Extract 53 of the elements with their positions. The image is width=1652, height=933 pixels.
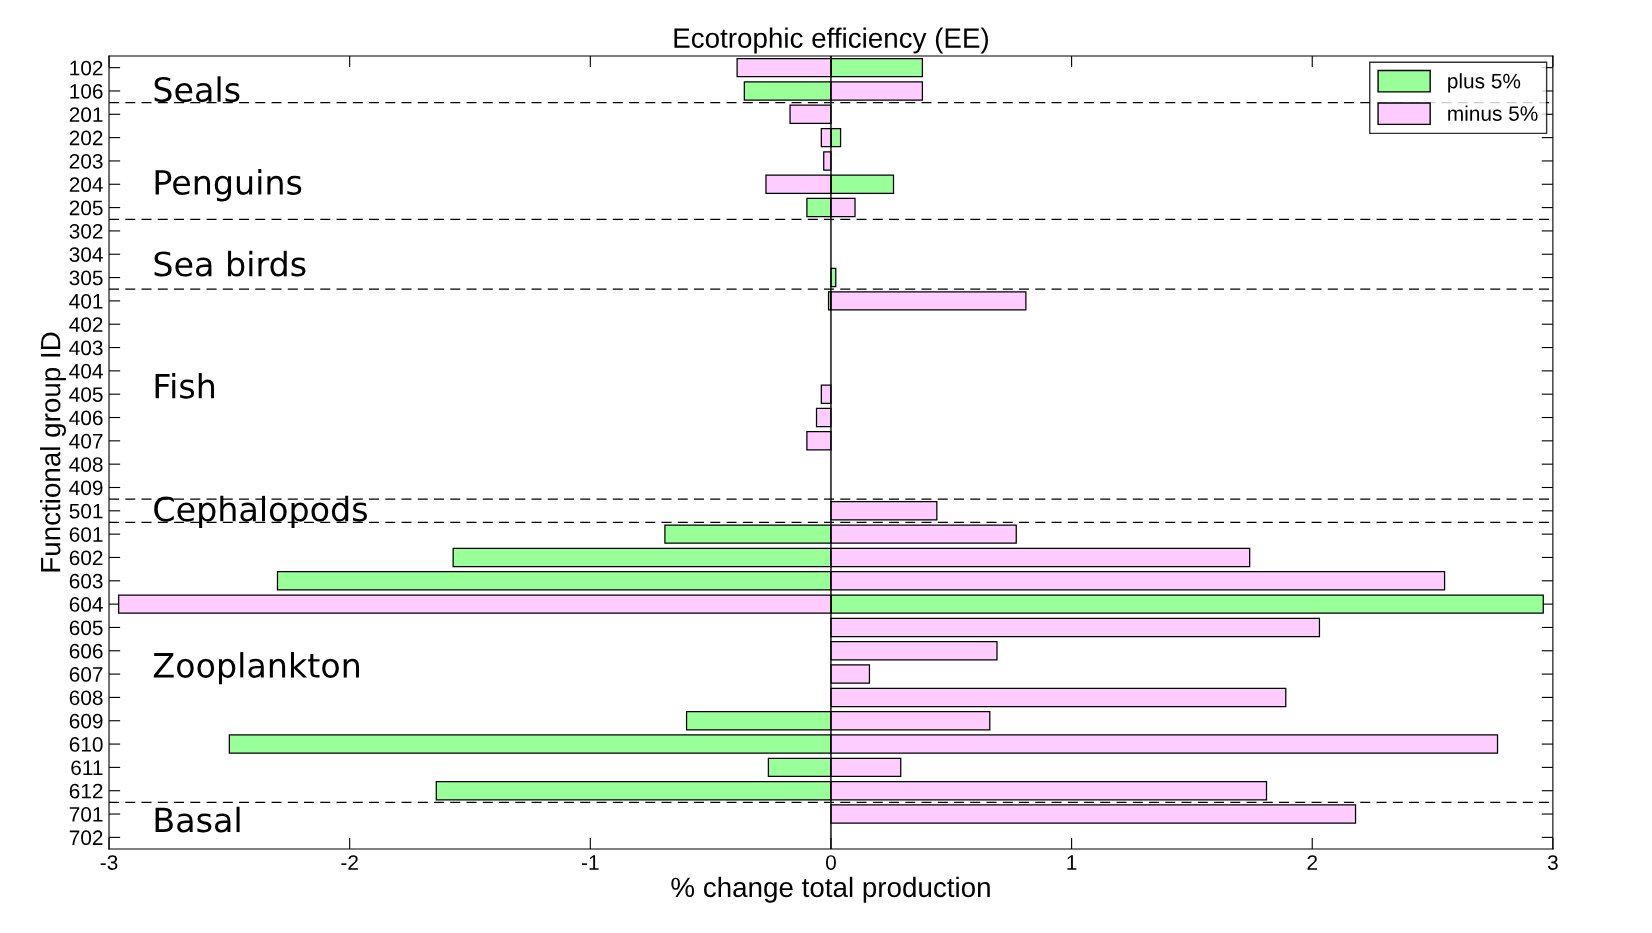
y-tick-label: 102 xyxy=(70,60,103,76)
y-tick-label: 612 xyxy=(69,783,103,799)
chart-title: Ecotrophic efficiency (EE) xyxy=(674,27,989,54)
y-tick-label: 106 xyxy=(70,83,103,99)
y-tick-label: 404 xyxy=(69,363,103,379)
y-tick-label: 202 xyxy=(69,130,103,146)
x-tick-label: 1 xyxy=(1067,855,1077,870)
y-tick-label: 609 xyxy=(69,713,103,729)
legend-label: plus 5% xyxy=(1448,73,1521,93)
y-tick-label: 606 xyxy=(69,643,103,659)
y-tick-label: 501 xyxy=(69,503,103,519)
y-tick-label: 611 xyxy=(71,760,103,776)
y-tick-label: 401 xyxy=(69,293,103,309)
x-axis-title: % change total production xyxy=(671,876,990,903)
y-tick-label: 201 xyxy=(69,107,103,123)
y-tick-label: 608 xyxy=(69,690,103,706)
x-tick-label: 2 xyxy=(1307,855,1317,870)
y-tick-label: 304 xyxy=(69,247,103,262)
y-tick-label: 408 xyxy=(69,457,103,472)
y-tick-label: 205 xyxy=(69,200,103,216)
y-tick-label: 204 xyxy=(69,177,103,193)
annotation: Zooplankton xyxy=(153,652,360,685)
y-tick-label: 407 xyxy=(69,433,103,449)
x-tick-label: -1 xyxy=(581,855,599,870)
y-tick-label: 302 xyxy=(69,223,103,239)
y-tick-label: 604 xyxy=(69,597,103,612)
annotation: Cephalopods xyxy=(154,495,367,529)
y-tick-label: 406 xyxy=(69,410,103,426)
annotation: Sea birds xyxy=(154,250,306,277)
y-tick-label: 305 xyxy=(69,270,103,286)
y-tick-label: 702 xyxy=(69,830,103,846)
y-tick-label: 605 xyxy=(69,620,103,636)
y-tick-label: 409 xyxy=(69,480,103,496)
x-tick-label: 0 xyxy=(825,855,836,870)
y-tick-label: 403 xyxy=(69,340,103,356)
y-tick-label: 603 xyxy=(69,573,103,589)
x-tick-label: 3 xyxy=(1547,855,1558,870)
y-tick-label: 607 xyxy=(69,667,103,682)
legend-label: minus 5% xyxy=(1448,105,1538,121)
annotation: Fish xyxy=(155,372,215,399)
x-tick-label: -3 xyxy=(100,855,118,870)
annotation: Seals xyxy=(154,76,240,103)
y-tick-label: 601 xyxy=(69,527,103,542)
annotation: Basal xyxy=(155,806,240,833)
annotation: Penguins xyxy=(155,169,302,202)
y-axis-title: Functional group ID xyxy=(40,332,66,572)
y-tick-label: 405 xyxy=(69,387,103,402)
y-tick-label: 402 xyxy=(69,317,103,332)
y-tick-label: 610 xyxy=(69,737,103,752)
y-tick-label: 701 xyxy=(69,807,103,822)
y-tick-label: 203 xyxy=(69,153,103,169)
x-tick-label: -2 xyxy=(341,855,358,870)
y-tick-label: 602 xyxy=(69,550,103,566)
